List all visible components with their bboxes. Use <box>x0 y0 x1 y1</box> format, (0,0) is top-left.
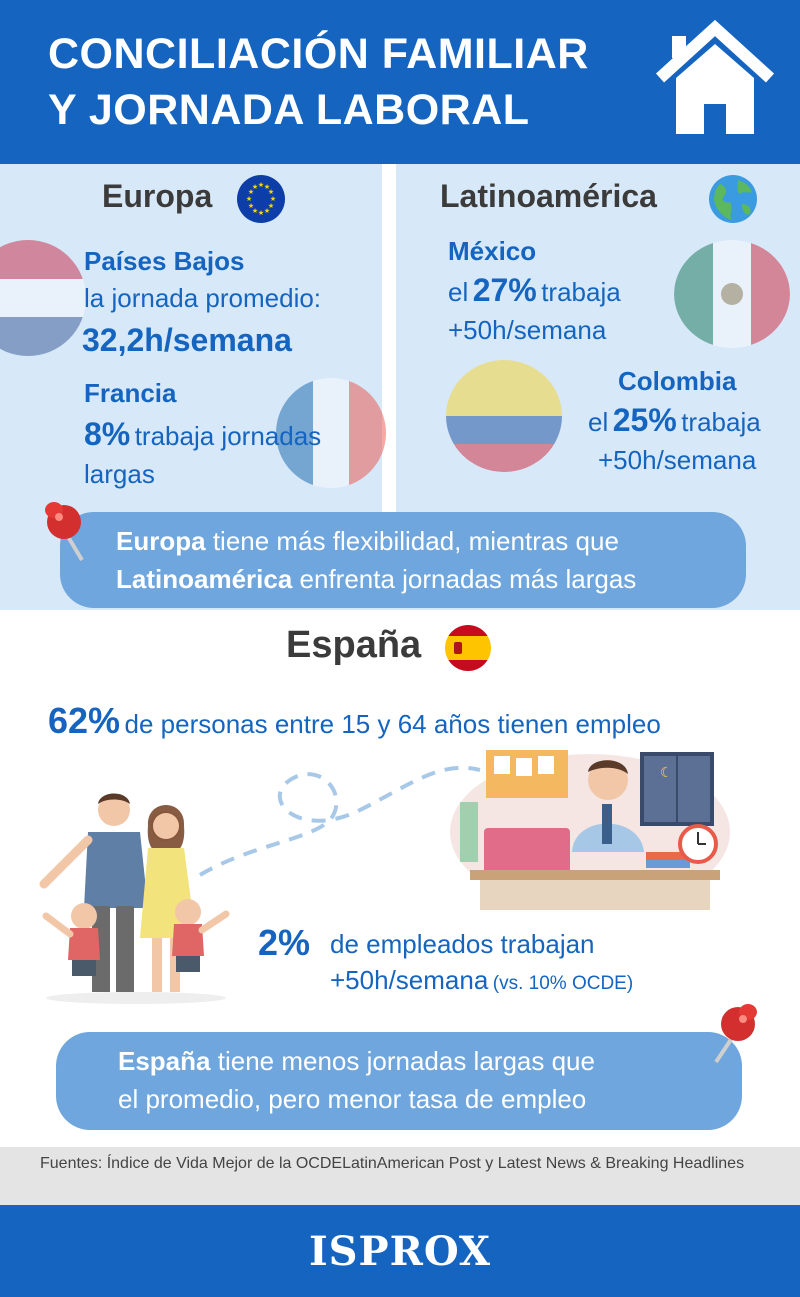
callout-top-text2: enfrenta jornadas más largas <box>299 564 637 594</box>
europe-title: Europa <box>102 178 213 214</box>
svg-text:★: ★ <box>264 207 270 215</box>
mexico-value: 27% <box>472 272 537 308</box>
france-name: Francia <box>84 378 177 408</box>
svg-text:★: ★ <box>252 183 258 191</box>
callout-top-bold2: Latinoamérica <box>116 564 293 594</box>
family-illustration <box>39 793 230 1004</box>
callout-bottom: España tiene menos jornadas largas que e… <box>56 1032 742 1130</box>
mexico-prefix: el <box>448 277 469 307</box>
svg-text:★: ★ <box>248 188 254 196</box>
stat2-value: 2% <box>258 922 311 963</box>
pushpin-icon <box>45 502 84 562</box>
isprox-logo: ISPROX <box>308 1228 492 1275</box>
svg-text:★: ★ <box>252 207 258 215</box>
svg-text:★: ★ <box>264 183 270 191</box>
svg-text:★: ★ <box>268 188 274 196</box>
svg-text:★: ★ <box>270 195 276 203</box>
colombia-name: Colombia <box>618 366 737 396</box>
callout-top-text1: tiene más flexibilidad, mientras que <box>212 526 619 556</box>
colombia-text2: +50h/semana <box>598 445 757 475</box>
dashed-connector <box>198 765 481 877</box>
footer-bar <box>0 1205 800 1297</box>
mexico-flag-icon <box>674 240 790 348</box>
callout-bottom-text2: el promedio, pero menor tasa de empleo <box>118 1084 587 1114</box>
spain-flag-icon <box>445 625 491 671</box>
pushpin-icon <box>714 1004 757 1064</box>
stat1-value: 62% <box>48 700 121 741</box>
mexico-text2: +50h/semana <box>448 315 607 345</box>
callout-top-bold1: Europa <box>116 526 206 556</box>
stat2-text2: +50h/semana <box>330 965 489 995</box>
stat2-line2: +50h/semana (vs. 10% OCDE) <box>330 962 633 998</box>
house-icon <box>655 19 775 134</box>
svg-text:★: ★ <box>268 202 274 210</box>
svg-text:★: ★ <box>248 202 254 210</box>
colombia-prefix: el <box>588 407 609 437</box>
globe-icon <box>709 175 757 223</box>
colombia-text: trabaja <box>681 407 761 437</box>
mexico-text: trabaja <box>541 277 621 307</box>
latam-title: Latinoamérica <box>440 178 657 214</box>
france-text2: largas <box>84 459 155 489</box>
stat2-note: (vs. 10% OCDE) <box>492 973 634 994</box>
page-title: CONCILIACIÓN FAMILIAR Y JORNADA LABORAL <box>48 30 589 134</box>
svg-text:★: ★ <box>258 181 264 189</box>
callout-top: Europa tiene más flexibilidad, mientras … <box>60 512 746 608</box>
france-line1: 8% trabaja jornadas <box>84 416 321 454</box>
netherlands-flag-icon <box>0 240 86 356</box>
netherlands-name: Países Bajos <box>84 246 245 276</box>
spain-title: España <box>286 624 422 666</box>
colombia-flag-icon <box>446 360 562 472</box>
colombia-value: 25% <box>612 402 677 438</box>
column-divider <box>382 164 396 514</box>
france-value: 8% <box>84 416 131 452</box>
header-bar <box>0 0 800 164</box>
callout-bottom-bold1: España <box>118 1046 211 1076</box>
stat1-line: 62% de personas entre 15 y 64 años tiene… <box>48 700 661 742</box>
svg-text:★: ★ <box>258 209 264 217</box>
mexico-name: México <box>448 236 537 266</box>
stat2-text: de empleados trabajan <box>330 929 595 959</box>
eu-flag-icon: ★ ★★ ★★★ ★★★ ★★★ <box>237 175 285 223</box>
svg-text:☾: ☾ <box>660 765 673 781</box>
mexico-line1: el 27% trabaja <box>448 272 621 310</box>
office-worker-illustration: ☾ <box>450 750 730 910</box>
colombia-line1: el 25% trabaja <box>588 402 761 440</box>
svg-text:★: ★ <box>246 195 252 203</box>
netherlands-value: 32,2h/semana <box>82 322 292 358</box>
france-flag-icon <box>276 378 386 488</box>
sources-text: Fuentes: Índice de Vida Mejor de la OCDE… <box>0 1147 800 1205</box>
netherlands-text: la jornada promedio: <box>84 283 322 313</box>
stat1-text: de personas entre 15 y 64 años tienen em… <box>124 709 661 739</box>
france-text: trabaja jornadas <box>134 421 322 451</box>
callout-bottom-text1: tiene menos jornadas largas que <box>217 1046 595 1076</box>
